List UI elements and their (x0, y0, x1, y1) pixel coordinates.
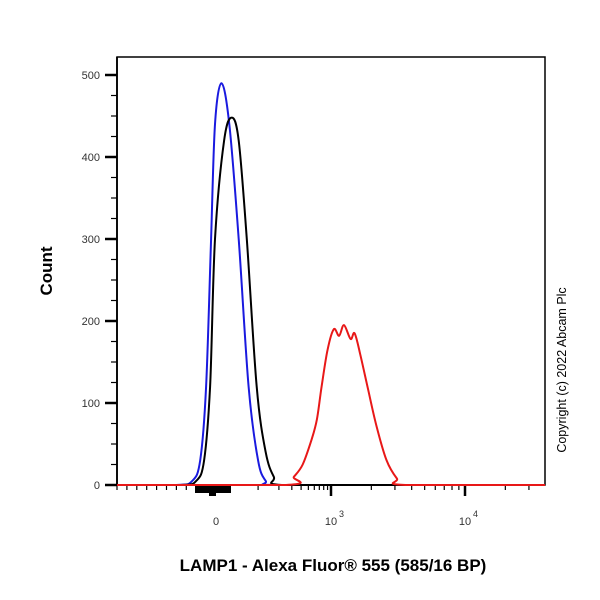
y-tick-label-400: 400 (82, 152, 100, 164)
y-axis-title: Count (37, 246, 56, 295)
y-tick-label-0: 0 (94, 480, 100, 492)
plot-frame (116, 56, 546, 486)
x-tick-label-10e3-exponent: 3 (339, 509, 344, 519)
x-axis-title: LAMP1 - Alexa Fluor® 555 (585/16 BP) (180, 556, 487, 575)
y-axis (105, 57, 118, 487)
x-tick-label-0: 0 (213, 516, 219, 528)
y-tick-label-300: 300 (82, 234, 100, 246)
copyright-notice: Copyright (c) 2022 Abcam Plc (555, 287, 569, 452)
y-tick-label-500: 500 (82, 70, 100, 82)
y-tick-label-100: 100 (82, 398, 100, 410)
series-red-curve (117, 324, 545, 487)
x-axis (116, 485, 530, 496)
x-tick-label-10e4-exponent: 4 (473, 509, 478, 519)
y-tick-label-200: 200 (82, 316, 100, 328)
x-tick-label-10e4: 10 (459, 516, 471, 528)
x-tick-label-10e3: 10 (325, 516, 337, 528)
